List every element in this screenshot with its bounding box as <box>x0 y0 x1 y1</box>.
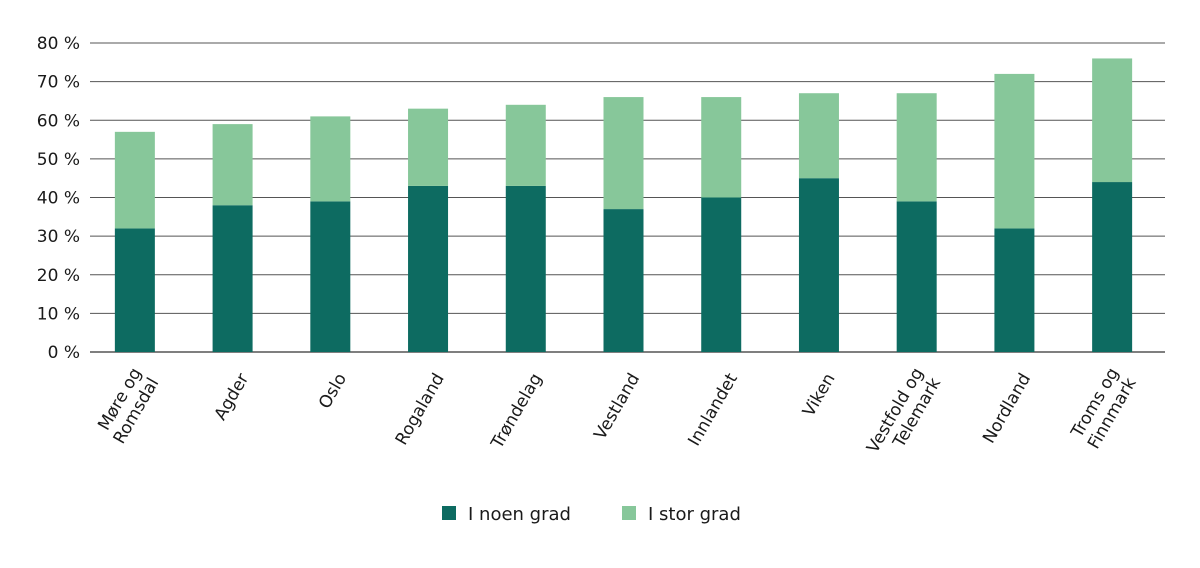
bar-i-stor-grad-3 <box>408 108 449 186</box>
y-tick-label-40: 40 % <box>37 189 80 209</box>
y-tick-label-10: 10 % <box>37 304 80 324</box>
y-tick-label-0: 0 % <box>48 343 80 363</box>
x-label-4: Trøndelag <box>487 370 546 453</box>
y-axis-ticks: 0 % 10 % 20 % 30 % 40 % 50 % 60 % 70 % 80 % <box>37 34 80 363</box>
bar-i-noen-grad-1 <box>212 205 253 352</box>
bar-i-noen-grad-3 <box>408 185 449 352</box>
bar-i-stor-grad-9 <box>994 73 1035 229</box>
legend-i-noen-grad-label: I noen grad <box>468 504 571 525</box>
bar-i-noen-grad-6 <box>701 197 742 352</box>
x-label-7: Viken <box>799 370 840 420</box>
bar-i-stor-grad-2 <box>310 116 351 202</box>
bar-i-noen-grad-0 <box>114 228 155 352</box>
x-label-10: Troms ogFinnmark <box>1067 364 1141 452</box>
y-tick-label-80: 80 % <box>37 34 80 54</box>
bar-i-stor-grad-0 <box>114 131 155 229</box>
bar-i-noen-grad-4 <box>505 185 546 352</box>
legend-i-stor-grad-swatch <box>622 506 636 520</box>
y-tick-label-70: 70 % <box>37 73 80 93</box>
bars <box>114 58 1133 352</box>
x-label-6: Innlandet <box>684 370 742 450</box>
x-label-9: Nordland <box>979 370 1035 447</box>
x-label-5: Vestland <box>590 370 644 443</box>
y-tick-label-50: 50 % <box>37 150 80 170</box>
x-label-0: Møre ogRomsdal <box>92 365 163 448</box>
bar-i-stor-grad-4 <box>505 104 546 186</box>
bar-i-stor-grad-10 <box>1092 58 1133 183</box>
bar-i-noen-grad-10 <box>1092 182 1133 352</box>
x-label-1: Agder <box>211 370 254 424</box>
bar-i-stor-grad-8 <box>896 93 937 202</box>
legend-i-noen-grad-swatch <box>442 506 456 520</box>
legend: I noen grad I stor grad <box>442 504 741 525</box>
bar-i-noen-grad-9 <box>994 228 1035 352</box>
x-label-3: Rogaland <box>392 370 449 449</box>
bar-i-stor-grad-1 <box>212 124 253 206</box>
bar-i-stor-grad-5 <box>603 97 644 210</box>
bar-i-noen-grad-5 <box>603 209 644 352</box>
legend-i-stor-grad-label: I stor grad <box>648 504 741 525</box>
y-tick-label-60: 60 % <box>37 111 80 131</box>
y-tick-label-20: 20 % <box>37 266 80 286</box>
bar-i-noen-grad-7 <box>798 178 839 352</box>
y-tick-label-30: 30 % <box>37 227 80 247</box>
bar-i-noen-grad-8 <box>896 201 937 352</box>
x-label-2: Oslo <box>315 370 351 412</box>
bar-i-noen-grad-2 <box>310 201 351 352</box>
x-label-8: Vestfold ogTelemark <box>863 364 945 466</box>
x-axis-labels: Møre ogRomsdal Agder Oslo Rogaland Trøndelag… <box>92 364 1141 466</box>
bar-i-stor-grad-6 <box>701 97 742 198</box>
bar-i-stor-grad-7 <box>798 93 839 179</box>
